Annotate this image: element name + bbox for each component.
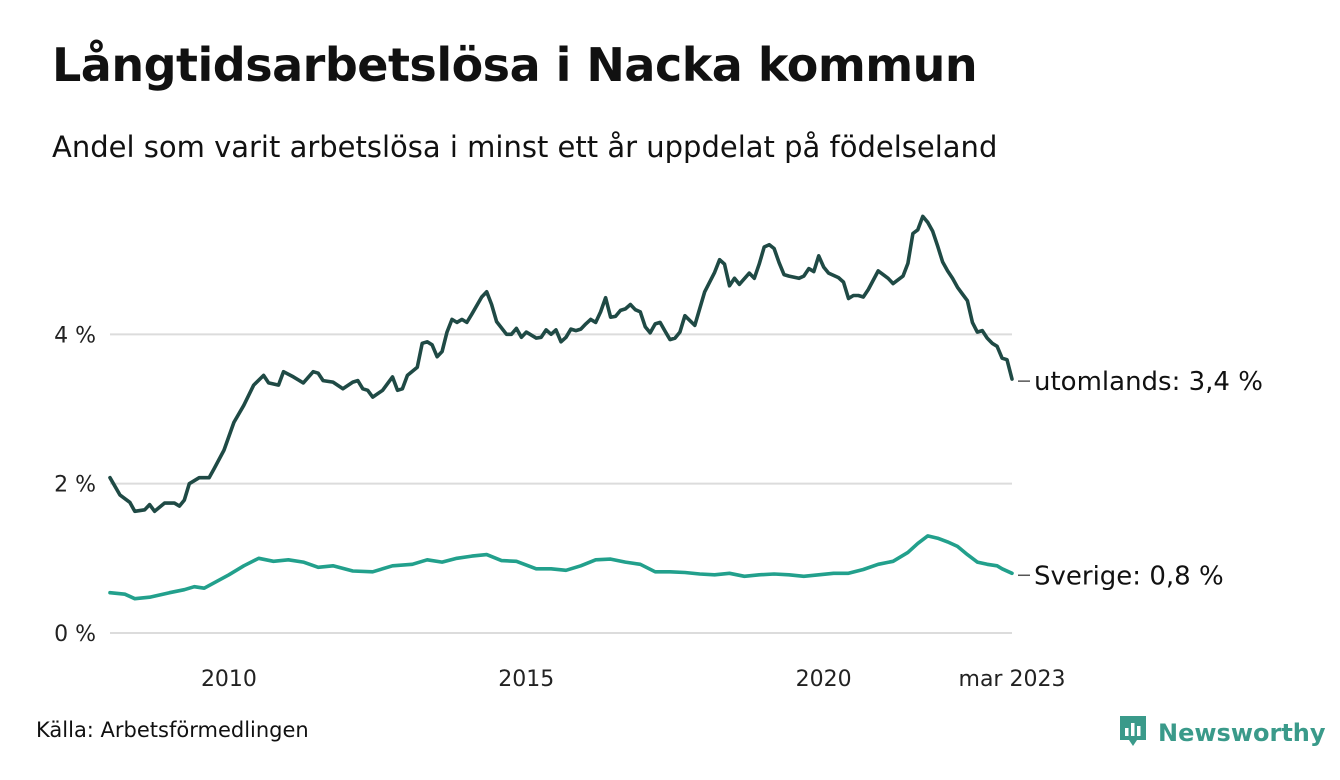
y-axis-tick-labels: 0 % 2 % 4 %	[54, 323, 96, 647]
bar-chart-speech-bubble-icon	[1118, 714, 1148, 752]
x-tick-label: 2015	[498, 667, 554, 692]
chart-subtitle: Andel som varit arbetslösa i minst ett å…	[52, 130, 998, 164]
y-tick-label: 0 %	[54, 622, 96, 647]
end-label-sverige: Sverige: 0,8 %	[1034, 561, 1224, 591]
gridlines	[110, 333, 1012, 634]
brand-name: Newsworthy	[1158, 719, 1326, 747]
series-lines	[108, 214, 1014, 601]
x-tick-label: 2020	[796, 667, 852, 692]
x-tick-label: mar 2023	[959, 667, 1066, 692]
brand-logo[interactable]: Newsworthy	[1118, 714, 1326, 752]
x-axis-tick-labels: 2010 2015 2020 mar 2023	[201, 667, 1066, 692]
x-tick-label: 2010	[201, 667, 257, 692]
line-chart: 0 % 2 % 4 % 2010 2015 2020 mar 2023 utomlands…	[54, 214, 1263, 692]
y-tick-label: 2 %	[54, 473, 96, 498]
series-line-sverige	[108, 534, 1014, 601]
series-line-utomlands	[108, 214, 1014, 514]
end-label-utomlands: utomlands: 3,4 %	[1034, 367, 1263, 397]
series-end-labels: utomlands: 3,4 % Sverige: 0,8 %	[1018, 367, 1263, 591]
y-tick-label: 4 %	[54, 323, 96, 348]
chart-title: Långtidsarbetslösa i Nacka kommun	[52, 38, 978, 92]
source-note: Källa: Arbetsförmedlingen	[36, 718, 309, 742]
